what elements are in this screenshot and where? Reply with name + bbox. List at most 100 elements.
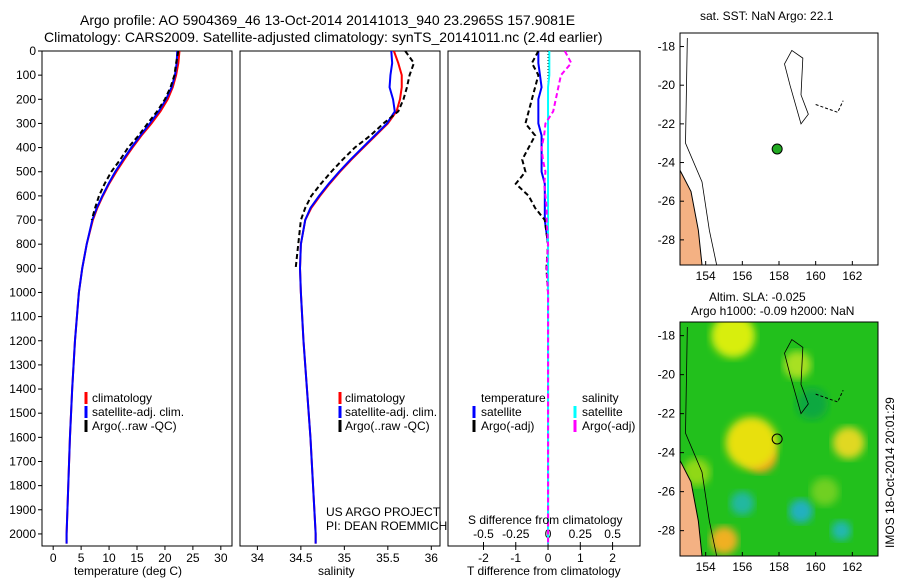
s-tick-label: 0.5 [604, 527, 621, 541]
lat-tick-label: -26 [658, 194, 676, 208]
lon-tick-label: 158 [769, 269, 789, 283]
legend-clim: climatology [92, 391, 152, 405]
shelf-contour [685, 37, 718, 266]
figure-title-line1: Argo profile: AO 5904369_46 13-Oct-2014 … [80, 12, 576, 28]
sla-anomaly [711, 322, 756, 358]
x-tick-label: 15 [130, 551, 144, 565]
x-tick-label: 0 [545, 551, 552, 565]
s-tick-label: 0.25 [569, 527, 593, 541]
map-sla-title1: Altim. SLA: -0.025 [709, 290, 806, 304]
lat-tick-label: -18 [658, 329, 676, 343]
shelf-contour [685, 326, 718, 557]
series-line-satellite-adj-clim- [65, 51, 179, 544]
axes-temperature [41, 50, 233, 547]
sla-anomaly [725, 416, 778, 469]
lat-tick-label: -22 [658, 117, 676, 131]
map-sla-title2: Argo h1000: -0.09 h2000: NaN [691, 304, 854, 318]
lat-tick-label: -24 [658, 446, 676, 460]
xlabel-temperature: temperature (deg C) [74, 564, 182, 578]
lat-tick-label: -20 [658, 368, 676, 382]
map-sst-title: sat. SST: NaN Argo: 22.1 [700, 9, 834, 23]
lat-tick-label: -26 [658, 485, 676, 499]
x-tick-label: 2 [609, 551, 616, 565]
lon-tick-label: 156 [732, 560, 752, 574]
lat-tick-label: -18 [658, 40, 676, 54]
lon-tick-label: 156 [732, 269, 752, 283]
legend-diff-t-head: temperature [481, 391, 546, 405]
y-tick-label: 1800 [9, 479, 36, 493]
legend-sat: satellite-adj. clim. [345, 405, 437, 419]
legend-diff-s-sat: satellite [582, 405, 623, 419]
lon-tick-label: 154 [696, 269, 716, 283]
chesterfield-reef [784, 49, 809, 125]
legend-diff-s-head: salinity [582, 391, 619, 405]
legend-difference: temperature salinity satellite Argo(-adj… [472, 391, 635, 433]
y-tick-label: 2000 [9, 527, 36, 541]
y-tick-label: 1100 [10, 310, 36, 324]
y-tick-label: 400 [16, 141, 36, 155]
y-tick-label: 1400 [9, 382, 36, 396]
y-tick-label: 0 [29, 44, 36, 58]
lat-tick-label: -22 [658, 407, 676, 421]
x-tick-label: 30 [214, 551, 228, 565]
y-tick-label: 100 [16, 68, 36, 82]
chesterfield-reef [784, 338, 809, 415]
legend-sat: satellite-adj. clim. [92, 405, 184, 419]
y-tick-label: 200 [16, 92, 36, 106]
y-tick-label: 1900 [9, 503, 36, 517]
y-tick-label: 1300 [9, 358, 36, 372]
lon-tick-label: 162 [842, 560, 862, 574]
y-tick-label: 700 [16, 213, 36, 227]
y-tick-label: 1200 [9, 334, 36, 348]
lat-tick-label: -20 [658, 78, 676, 92]
credits-project: US ARGO PROJECT [326, 505, 441, 519]
axes-difference [447, 50, 641, 547]
sla-anomaly [730, 491, 755, 516]
x-tick-label: -2 [478, 551, 489, 565]
x-tick-label: 34.5 [289, 551, 313, 565]
sla-anomaly [832, 426, 865, 459]
series-line-argo-adj- [514, 51, 550, 544]
legend-diff-t-argo: Argo(-adj) [481, 419, 534, 433]
y-tick-label: 1700 [9, 454, 36, 468]
reef-contour [815, 390, 844, 403]
lon-tick-label: 158 [769, 560, 789, 574]
x-tick-label: -1 [510, 551, 521, 565]
credits-pi: PI: DEAN ROEMMICH [326, 519, 447, 533]
s-tick-label: -0.25 [502, 527, 530, 541]
x-tick-label: 1 [577, 551, 584, 565]
series-group-temperature [65, 51, 181, 544]
axes-salinity [239, 50, 441, 547]
series-line-satellite-adj-clim- [298, 51, 396, 544]
xlabel-s-diff: S difference from climatology [468, 513, 623, 527]
y-tick-label: 1500 [9, 406, 36, 420]
s-tick-label: -0.5 [473, 527, 494, 541]
lat-tick-label: -24 [658, 156, 676, 170]
x-tick-label: 25 [186, 551, 200, 565]
x-tick-label: 35 [338, 551, 352, 565]
series-line-satellite [537, 51, 550, 544]
lat-tick-label: -28 [658, 233, 676, 247]
sla-anomaly [831, 520, 852, 541]
x-tick-label: 20 [158, 551, 172, 565]
series-line-argo-adj- [540, 51, 573, 544]
y-tick-label: 900 [16, 261, 36, 275]
legend-temperature: climatology satellite-adj. clim. Argo(..… [84, 391, 184, 433]
sla-anomaly [796, 387, 828, 420]
xlabel-t-diff: T difference from climatology [467, 564, 621, 578]
y-tick-label: 1000 [9, 285, 36, 299]
sla-anomaly [710, 526, 738, 555]
y-tick-label: 500 [16, 165, 36, 179]
x-tick-label: 0 [50, 551, 57, 565]
xlabel-salinity: salinity [318, 564, 355, 578]
legend-diff-t-sat: satellite [481, 405, 522, 419]
argo-float-marker [771, 143, 783, 155]
x-tick-label: 35.5 [376, 551, 400, 565]
lon-tick-label: 160 [806, 560, 826, 574]
lat-tick-label: -28 [658, 524, 676, 538]
series-group-salinity [294, 51, 416, 544]
sla-anomaly [783, 350, 812, 379]
y-tick-label: 1600 [9, 430, 36, 444]
australia-coast [680, 460, 703, 556]
figure-title-line2: Climatology: CARS2009. Satellite-adjuste… [44, 29, 603, 45]
